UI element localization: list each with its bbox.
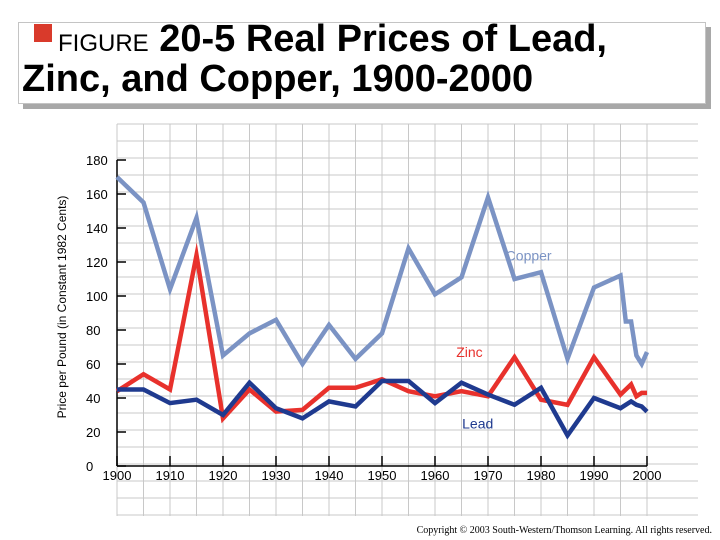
title-box bbox=[18, 22, 706, 104]
x-tick-label: 1960 bbox=[421, 468, 450, 483]
y-tick-label: 140 bbox=[86, 221, 108, 236]
x-tick-label: 1910 bbox=[156, 468, 185, 483]
y-tick-label: 160 bbox=[86, 187, 108, 202]
x-tick-label: 1940 bbox=[315, 468, 344, 483]
chart-title-line1: FIGURE 20-5 Real Prices of Lead, bbox=[58, 18, 607, 61]
y-tick-label: 60 bbox=[86, 357, 100, 372]
y-tick-label: 180 bbox=[86, 153, 108, 168]
x-tick-label: 1920 bbox=[209, 468, 238, 483]
y-tick-label: 80 bbox=[86, 323, 100, 338]
label-layer: 0 20 40 60 80 100 120 140 160 180 1900 1910 1920 1930… bbox=[55, 153, 661, 483]
x-tick-label: 1970 bbox=[474, 468, 503, 483]
axis-layer bbox=[116, 159, 648, 467]
y-tick-label: 20 bbox=[86, 425, 100, 440]
x-tick-label: 1950 bbox=[368, 468, 397, 483]
y-tick-label: 100 bbox=[86, 289, 108, 304]
x-tick-label: 2000 bbox=[633, 468, 662, 483]
x-tick-label: 1930 bbox=[262, 468, 291, 483]
series-annotation-copper: Copper bbox=[506, 247, 552, 263]
x-tick-label: 1900 bbox=[103, 468, 132, 483]
chart-title-text-1: 20-5 Real Prices of Lead, bbox=[148, 18, 607, 60]
y-axis-label: Price per Pound (in Constant 1982 Cents) bbox=[55, 196, 69, 419]
x-tick-label: 1980 bbox=[527, 468, 556, 483]
grid-layer bbox=[116, 123, 698, 516]
y-tick-label: 40 bbox=[86, 391, 100, 406]
x-tick-label: 1990 bbox=[580, 468, 609, 483]
series-annotation-lead: Lead bbox=[462, 416, 493, 432]
series-layer bbox=[115, 175, 650, 440]
series-line-lead bbox=[117, 378, 649, 440]
figure-word: FIGURE bbox=[58, 30, 149, 57]
series-annotation-zinc: Zinc bbox=[456, 344, 482, 360]
y-tick-label: 120 bbox=[86, 255, 108, 270]
copyright-notice: Copyright © 2003 South-Western/Thomson L… bbox=[416, 525, 712, 536]
y-tick-label: 0 bbox=[86, 459, 93, 474]
series-line-copper bbox=[115, 175, 650, 369]
chart-title-line2: Zinc, and Copper, 1900-2000 bbox=[22, 58, 534, 100]
title-bullet-icon bbox=[34, 24, 52, 42]
